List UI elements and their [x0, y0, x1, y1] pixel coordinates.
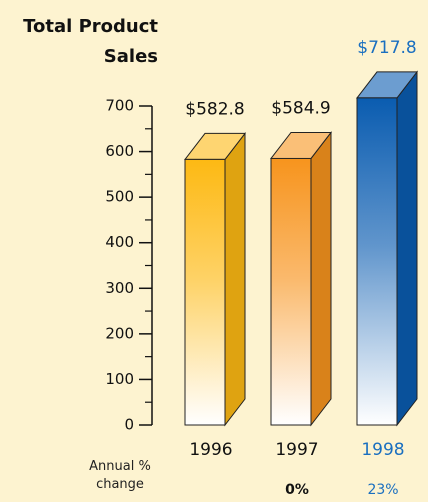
bar [270, 157, 312, 426]
value-label: $582.8 [185, 99, 244, 119]
value-label: $584.9 [271, 98, 330, 118]
chart-title: Total Product Sales [23, 16, 158, 67]
y-tick-label: 100 [105, 370, 134, 388]
x-tick-label: 1997 [275, 440, 318, 460]
bar-side [310, 130, 332, 427]
change-value: 23% [367, 482, 398, 498]
change-label: Annual % change [89, 459, 151, 492]
bar [356, 97, 398, 426]
value-label: $717.8 [357, 38, 416, 58]
y-tick-label: 400 [105, 233, 134, 251]
y-tick-label: 200 [105, 324, 134, 342]
y-tick-label: 300 [105, 279, 134, 297]
bar [184, 158, 226, 426]
x-tick-label: 1996 [189, 440, 232, 460]
x-tick-label: 1998 [361, 440, 404, 460]
bar-side [396, 70, 418, 427]
y-tick-label: 500 [105, 188, 134, 206]
y-tick-label: 600 [105, 142, 134, 160]
bar-side [224, 131, 246, 427]
y-tick-label: 700 [105, 97, 134, 115]
change-value: 0% [285, 482, 309, 498]
y-tick-label: 0 [124, 416, 134, 434]
